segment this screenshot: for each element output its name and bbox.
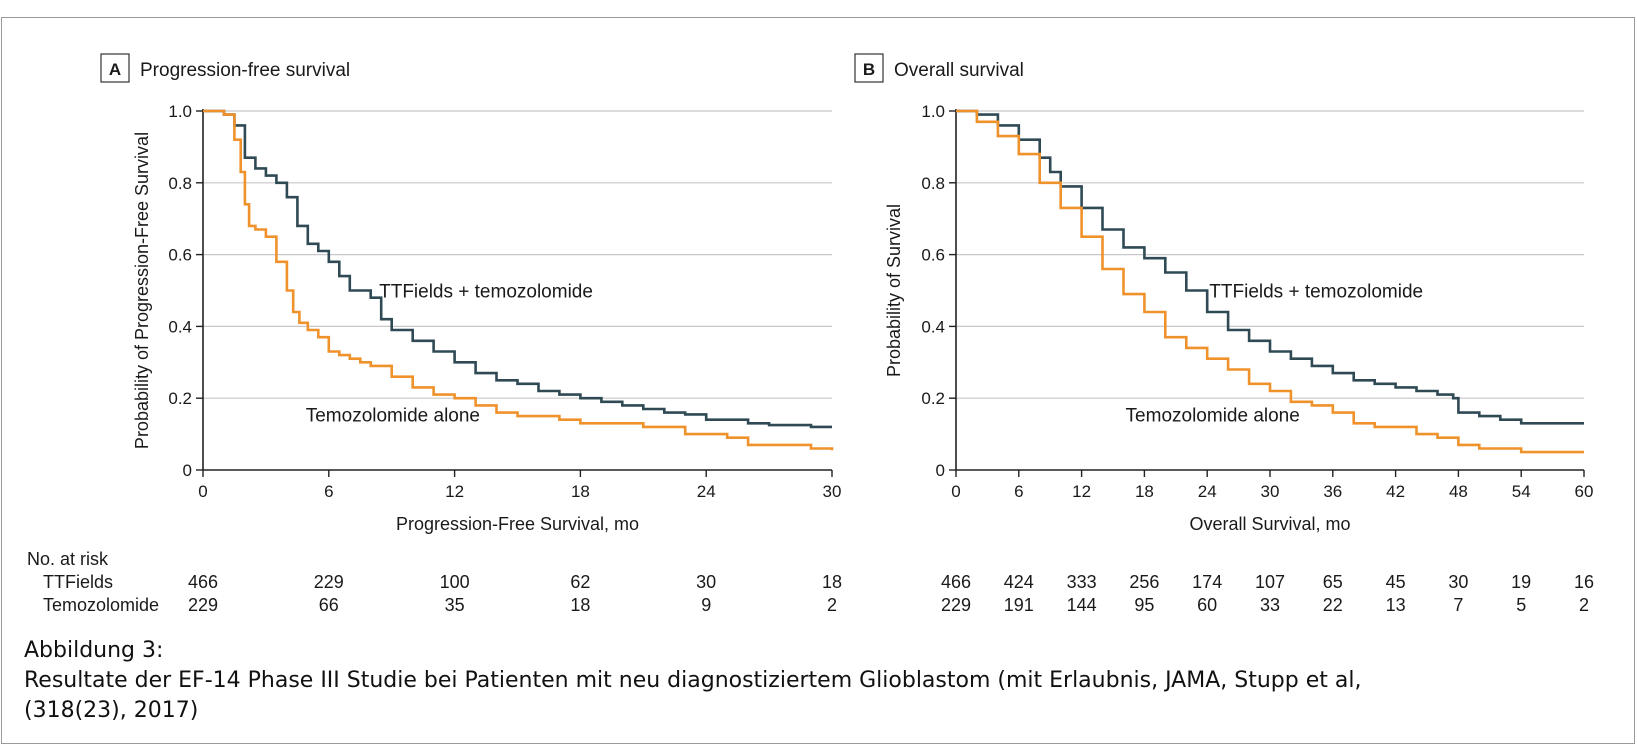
- curve-annotation-ttfields: TTFields + temozolomide: [379, 282, 593, 303]
- x-tick-label: 0: [198, 482, 207, 501]
- curve-annotation-temozolomide: Temozolomide alone: [306, 406, 480, 427]
- risk-value: 229: [941, 595, 971, 615]
- x-tick-label: 48: [1449, 482, 1468, 501]
- x-tick-label: 24: [1198, 482, 1217, 501]
- panel-b: B Overall survival 0 0.2 0.4 0.6 0.8 1.0 0 6 12 18 2…: [854, 53, 1594, 615]
- series-line-ttfields: [203, 109, 832, 429]
- risk-value: 13: [1386, 595, 1406, 615]
- risk-value: 45: [1386, 572, 1406, 592]
- risk-value: 7: [1453, 595, 1463, 615]
- risk-value: 144: [1067, 595, 1097, 615]
- risk-value: 466: [941, 572, 971, 592]
- risk-value: 19: [1511, 572, 1531, 592]
- panel-letter: A: [109, 60, 121, 79]
- risk-value: 16: [1574, 572, 1594, 592]
- y-tick-label: 0: [183, 461, 192, 480]
- risk-value: 30: [696, 572, 716, 592]
- y-tick-label: 0.4: [168, 317, 192, 336]
- y-tick-label: 0.2: [921, 389, 945, 408]
- x-tick-label: 36: [1323, 482, 1342, 501]
- x-tick-label: 0: [951, 482, 960, 501]
- x-tick-label: 24: [697, 482, 716, 501]
- y-tick-label: 0.8: [168, 174, 192, 193]
- x-tick-label: 12: [445, 482, 464, 501]
- risk-value: 229: [188, 595, 218, 615]
- y-tick-label: 0.6: [921, 246, 945, 265]
- risk-value: 256: [1129, 572, 1159, 592]
- y-axis-label: Probability of Survival: [884, 204, 904, 377]
- risk-value: 100: [440, 572, 470, 592]
- y-tick-label: 0.8: [921, 174, 945, 193]
- series-line-ttfields: [956, 109, 1584, 425]
- y-tick-label: 1.0: [921, 102, 945, 121]
- risk-table-header: No. at risk: [27, 549, 109, 569]
- risk-value: 9: [701, 595, 711, 615]
- x-tick-label: 42: [1386, 482, 1405, 501]
- risk-value: 2: [827, 595, 837, 615]
- y-tick-label: 0.2: [168, 389, 192, 408]
- y-axis-label: Probability of Progression-Free Survival: [132, 132, 152, 449]
- panel-letter: B: [863, 60, 875, 79]
- x-tick-label: 30: [823, 482, 842, 501]
- panel-title: Overall survival: [894, 60, 1024, 81]
- risk-value: 5: [1516, 595, 1526, 615]
- x-tick-label: 12: [1072, 482, 1091, 501]
- risk-row-label: TTFields: [43, 572, 113, 592]
- risk-value: 191: [1004, 595, 1034, 615]
- risk-value: 95: [1134, 595, 1154, 615]
- risk-value: 60: [1197, 595, 1217, 615]
- risk-value: 2: [1579, 595, 1589, 615]
- series-line-temozolomide: [956, 109, 1584, 454]
- risk-value: 107: [1255, 572, 1285, 592]
- y-tick-label: 0.6: [168, 246, 192, 265]
- risk-value: 35: [445, 595, 465, 615]
- y-tick-label: 0: [936, 461, 945, 480]
- risk-value: 22: [1323, 595, 1343, 615]
- caption-line-2: Resultate der EF-14 Phase III Studie bei…: [24, 668, 1362, 693]
- risk-value: 229: [314, 572, 344, 592]
- panel-letter-box: [100, 53, 130, 83]
- risk-value: 424: [1004, 572, 1034, 592]
- risk-value: 62: [570, 572, 590, 592]
- x-tick-label: 30: [1261, 482, 1280, 501]
- x-tick-label: 18: [571, 482, 590, 501]
- x-tick-label: 6: [324, 482, 333, 501]
- risk-value: 66: [319, 595, 339, 615]
- curve-annotation-ttfields: TTFields + temozolomide: [1209, 282, 1423, 303]
- caption-line-3: (318(23), 2017): [24, 698, 199, 723]
- x-tick-label: 60: [1575, 482, 1594, 501]
- risk-value: 18: [570, 595, 590, 615]
- x-axis-label: Overall Survival, mo: [1189, 514, 1350, 534]
- y-tick-label: 1.0: [168, 102, 192, 121]
- risk-value: 466: [188, 572, 218, 592]
- risk-row-label: Temozolomide: [43, 595, 159, 615]
- series-line-temozolomide: [203, 109, 834, 451]
- risk-value: 65: [1323, 572, 1343, 592]
- x-tick-label: 54: [1512, 482, 1531, 501]
- risk-value: 333: [1067, 572, 1097, 592]
- risk-value: 18: [822, 572, 842, 592]
- panel-a: A Progression-free survival 0 0.2 0.4 0.6 0.8 1…: [27, 53, 842, 615]
- risk-value: 33: [1260, 595, 1280, 615]
- risk-value: 174: [1192, 572, 1222, 592]
- x-tick-label: 6: [1014, 482, 1023, 501]
- risk-value: 30: [1448, 572, 1468, 592]
- x-tick-label: 18: [1135, 482, 1154, 501]
- caption-line-1: Abbildung 3:: [24, 638, 164, 663]
- figure-caption: Abbildung 3: Resultate der EF-14 Phase I…: [24, 636, 1614, 726]
- panel-title: Progression-free survival: [140, 60, 350, 81]
- x-axis-label: Progression-Free Survival, mo: [396, 514, 639, 534]
- y-tick-label: 0.4: [921, 317, 945, 336]
- panel-letter-box: [854, 53, 884, 83]
- curve-annotation-temozolomide: Temozolomide alone: [1126, 406, 1300, 427]
